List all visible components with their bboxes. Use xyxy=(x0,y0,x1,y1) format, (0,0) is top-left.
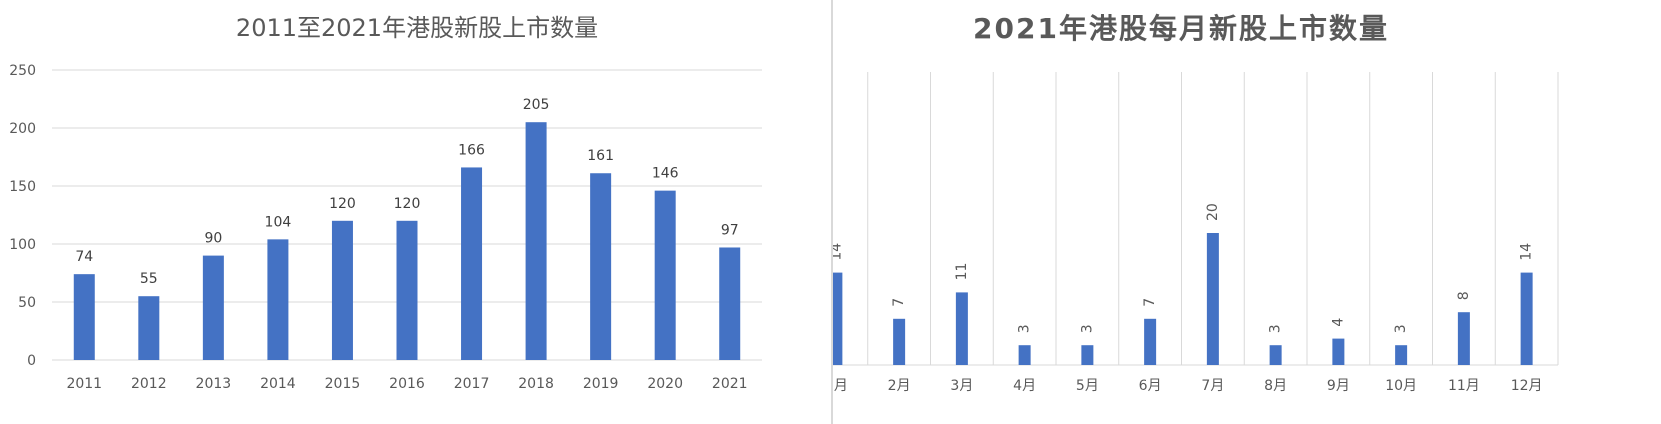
x-tick-label: 2021 xyxy=(712,376,748,392)
x-tick-label: 8月 xyxy=(1264,378,1287,394)
data-label: 11 xyxy=(954,263,970,281)
x-tick-label: 2020 xyxy=(647,376,683,392)
x-tick-label: 2016 xyxy=(389,376,425,392)
data-label: 7 xyxy=(1142,298,1158,307)
bar xyxy=(138,296,160,360)
data-label: 74 xyxy=(75,249,93,265)
bar xyxy=(396,220,418,360)
data-label: 120 xyxy=(394,196,421,212)
data-label: 90 xyxy=(204,231,222,247)
x-tick-label: 11月 xyxy=(1448,378,1480,394)
bar xyxy=(202,255,224,360)
x-tick-label: 6月 xyxy=(1139,378,1162,394)
data-label: 161 xyxy=(587,148,614,164)
x-tick-label: 2月 xyxy=(888,378,911,394)
bar xyxy=(1144,318,1157,365)
y-tick-label: 200 xyxy=(9,121,36,137)
x-tick-label: 3月 xyxy=(950,378,973,394)
bar xyxy=(1520,272,1533,365)
x-tick-label: 7月 xyxy=(1201,378,1224,394)
y-tick-label: 50 xyxy=(18,295,36,311)
x-tick-label: 2015 xyxy=(325,376,361,392)
bar xyxy=(1018,345,1031,365)
data-label: 8 xyxy=(1456,291,1472,300)
bar xyxy=(331,220,353,360)
bar xyxy=(955,292,968,365)
bar xyxy=(73,274,95,360)
x-tick-label: 2012 xyxy=(131,376,167,392)
bar xyxy=(1457,312,1470,365)
bar xyxy=(267,239,289,360)
bar xyxy=(1332,338,1345,365)
bar xyxy=(1269,345,1282,365)
chart-monthly-ipo: 2021年港股每月新股上市数量 14 1月 7 2月 11 3月 3 4月 3 5月 7 6月 20 7月 3… xyxy=(833,12,1559,394)
x-tick-label: 9月 xyxy=(1327,378,1350,394)
data-label: 104 xyxy=(265,214,292,230)
bar xyxy=(893,318,906,365)
data-label: 3 xyxy=(1268,324,1284,333)
data-label: 14 xyxy=(833,243,844,261)
bar xyxy=(461,167,483,360)
x-tick-label: 2013 xyxy=(196,376,232,392)
chart-divider xyxy=(831,0,833,424)
x-tick-label: 4月 xyxy=(1013,378,1036,394)
x-tick-label: 5月 xyxy=(1076,378,1099,394)
bar xyxy=(719,247,741,360)
data-label: 14 xyxy=(1519,243,1535,261)
y-tick-label: 0 xyxy=(27,353,36,369)
x-tick-label: 12月 xyxy=(1511,378,1543,394)
data-label: 3 xyxy=(1017,324,1033,333)
data-label: 97 xyxy=(721,222,739,238)
bar xyxy=(654,190,676,360)
y-tick-label: 150 xyxy=(9,179,36,195)
y-tick-label: 250 xyxy=(9,63,36,79)
bar xyxy=(1206,233,1219,365)
bar xyxy=(1395,345,1408,365)
x-tick-label: 2011 xyxy=(66,376,102,392)
x-tick-label: 2014 xyxy=(260,376,296,392)
data-label: 166 xyxy=(458,142,485,158)
data-label: 205 xyxy=(523,97,550,113)
x-tick-label: 10月 xyxy=(1385,378,1417,394)
data-label: 20 xyxy=(1205,203,1221,221)
x-tick-label: 2017 xyxy=(454,376,490,392)
data-label: 55 xyxy=(140,271,158,287)
data-label: 4 xyxy=(1330,318,1346,327)
data-label: 3 xyxy=(1079,324,1095,333)
data-label: 3 xyxy=(1393,324,1409,333)
bar xyxy=(590,173,612,360)
x-tick-label: 2019 xyxy=(583,376,619,392)
y-tick-label: 100 xyxy=(9,237,36,253)
data-label: 7 xyxy=(891,298,907,307)
x-tick-label: 1月 xyxy=(833,378,848,394)
bar xyxy=(1081,345,1094,365)
data-label: 146 xyxy=(652,166,679,182)
chart-title: 2011至2021年港股新股上市数量 xyxy=(236,14,598,42)
chart-title: 2021年港股每月新股上市数量 xyxy=(973,12,1389,45)
bar xyxy=(833,272,843,365)
data-label: 120 xyxy=(329,196,356,212)
x-tick-label: 2018 xyxy=(518,376,554,392)
bar xyxy=(525,122,547,360)
chart-annual-ipo: 2011至2021年港股新股上市数量 0 50 100 150 200 250 74 2011 5… xyxy=(9,14,762,392)
